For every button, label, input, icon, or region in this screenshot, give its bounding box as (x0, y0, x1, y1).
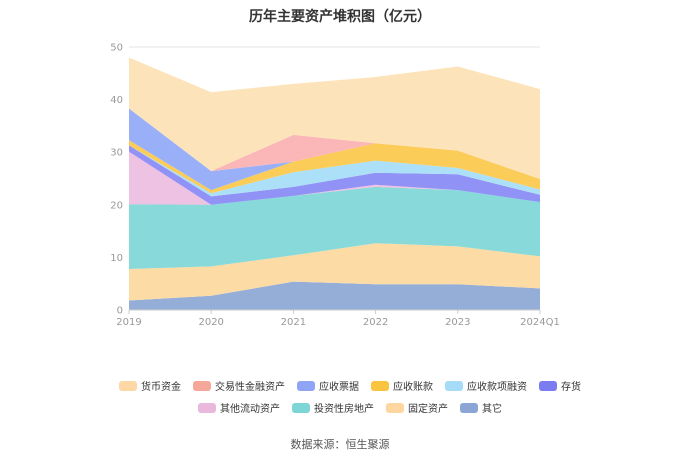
data-source: 数据来源：恒生聚源 (290, 438, 390, 451)
legend-swatch (539, 380, 557, 391)
x-tick-label-1: 2020 (198, 317, 223, 328)
series-area-2 (129, 186, 540, 269)
y-tick-label-30: 30 (110, 148, 123, 159)
legend-label: 交易性金融资产 (215, 382, 285, 393)
series-area-3 (129, 151, 540, 205)
x-tick-label-5: 2024Q1 (520, 317, 560, 328)
legend-item-r1-1[interactable]: 交易性金融资产 (193, 378, 285, 393)
y-tick-label-50: 50 (110, 43, 123, 54)
stacked-area-chart: 0 10 20 30 40 50 2019 2020 2021 2022 2023 2024Q1 (110, 43, 560, 329)
legend-swatch (119, 380, 137, 391)
legend-label: 货币资金 (141, 382, 181, 393)
legend-swatch (460, 402, 478, 413)
legend-label: 其它 (482, 404, 502, 415)
series-area-8 (129, 108, 540, 180)
x-tick-label-0: 2019 (116, 317, 141, 328)
legend-swatch (193, 380, 211, 391)
y-tick-label-10: 10 (110, 253, 123, 264)
x-tick-label-4: 2023 (445, 317, 470, 328)
legend-item-r1-2[interactable]: 应收票据 (297, 378, 359, 393)
y-tick-label-0: 0 (117, 306, 123, 317)
legend-label: 其他流动资产 (220, 404, 280, 415)
legend-label: 应收账款 (393, 382, 433, 393)
legend-swatch (371, 380, 389, 391)
legend-row-1: 货币资金 交易性金融资产 应收票据 应收账款 应收款项融资 存货 (90, 378, 610, 393)
legend-item-r2-1[interactable]: 投资性房地产 (292, 400, 374, 415)
series-area-1 (129, 243, 540, 301)
legend-label: 固定资产 (408, 404, 448, 415)
legend-item-r1-5[interactable]: 存货 (539, 378, 581, 393)
y-tick-label-40: 40 (110, 95, 123, 106)
legend-row-2: 其他流动资产 投资性房地产 固定资产 其它 (90, 400, 610, 415)
chart-title: 历年主要资产堆积图（亿元） (249, 9, 431, 25)
legend-item-r1-0[interactable]: 货币资金 (119, 378, 181, 393)
legend-item-r1-4[interactable]: 应收款项融资 (445, 378, 527, 393)
legend-label: 应收款项融资 (467, 382, 527, 393)
legend-swatch (386, 402, 404, 413)
series-area-0 (129, 281, 540, 310)
legend-swatch (297, 380, 315, 391)
x-tick-label-3: 2022 (363, 317, 388, 328)
series-area-5 (129, 145, 540, 197)
legend-label: 投资性房地产 (314, 404, 374, 415)
series-area-7 (129, 108, 540, 191)
legend-item-r2-0[interactable]: 其他流动资产 (198, 400, 280, 415)
y-tick-label-20: 20 (110, 200, 123, 211)
x-tick-label-2: 2021 (281, 317, 306, 328)
series-area-9 (129, 57, 540, 180)
series-area-6 (129, 140, 540, 194)
chart-legend: 货币资金 交易性金融资产 应收票据 应收账款 应收款项融资 存货 其他流动资产 投资性房地产… (90, 378, 610, 422)
series-area-4 (129, 145, 540, 205)
legend-swatch (198, 402, 216, 413)
legend-item-r2-2[interactable]: 固定资产 (386, 400, 448, 415)
legend-label: 存货 (561, 382, 581, 393)
legend-item-r2-3[interactable]: 其它 (460, 400, 502, 415)
legend-item-r1-3[interactable]: 应收账款 (371, 378, 433, 393)
legend-swatch (292, 402, 310, 413)
legend-swatch (445, 380, 463, 391)
legend-label: 应收票据 (319, 382, 359, 393)
